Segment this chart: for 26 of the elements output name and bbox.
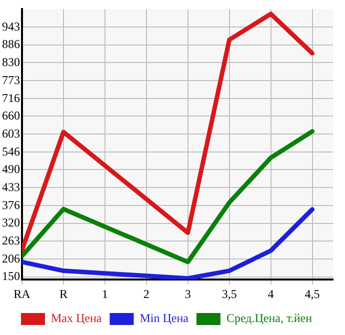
y-tick-label: 433 bbox=[2, 180, 20, 194]
y-tick-label: 376 bbox=[2, 198, 20, 212]
y-tick-label: 773 bbox=[2, 72, 20, 87]
y-tick-label: 320 bbox=[2, 215, 20, 230]
x-tick-label: R bbox=[59, 286, 68, 301]
legend-label: Сред.Цена, т.йен bbox=[226, 311, 313, 326]
y-tick-label: 830 bbox=[2, 54, 20, 69]
y-tick-label: 490 bbox=[2, 162, 20, 176]
y-tick-label: 886 bbox=[2, 37, 20, 52]
x-tick-label: RA bbox=[14, 286, 31, 301]
legend-label: Min Цена bbox=[140, 311, 190, 326]
legend-label: Max Цена bbox=[50, 311, 102, 326]
y-tick-label: 206 bbox=[2, 251, 20, 266]
y-tick-label: 546 bbox=[2, 144, 20, 158]
y-tick-label: 263 bbox=[2, 233, 20, 248]
x-tick-label: 1 bbox=[102, 286, 108, 301]
x-tick-label: 4,5 bbox=[304, 286, 320, 301]
y-tick-label: 716 bbox=[2, 90, 20, 105]
x-tick-label: 3,5 bbox=[222, 286, 237, 301]
x-tick-label: 4 bbox=[268, 286, 274, 301]
x-tick-label: 2 bbox=[143, 286, 150, 301]
y-tick-label: 943 bbox=[2, 19, 20, 34]
y-tick-label: 660 bbox=[2, 108, 20, 122]
y-tick-label: 603 bbox=[2, 126, 20, 140]
x-tick-label: 3 bbox=[184, 286, 191, 301]
y-tick-label: 150 bbox=[2, 268, 20, 283]
